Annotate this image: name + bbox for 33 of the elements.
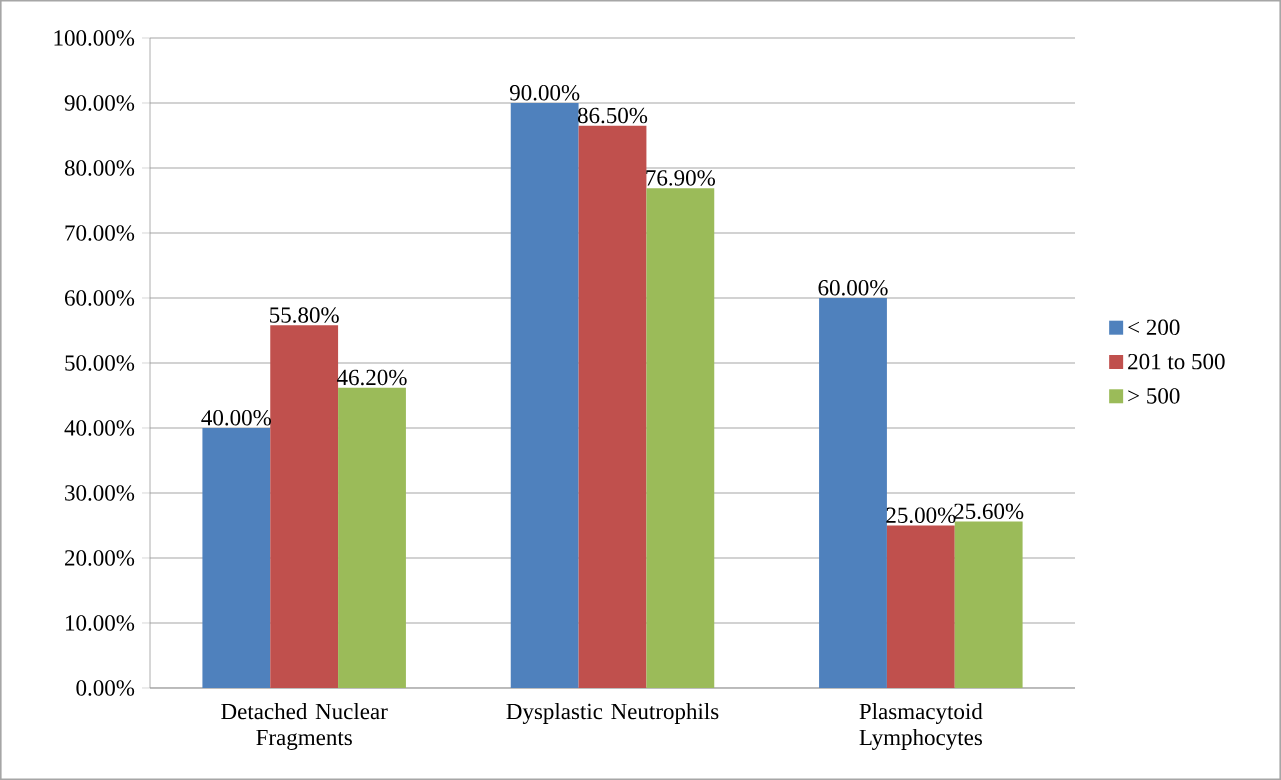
data-label: 76.90% (646, 170, 716, 186)
x-tick-label: Detached Nuclear Fragments (221, 703, 388, 750)
data-label: 86.50% (577, 107, 648, 124)
bar (954, 521, 1023, 688)
y-tick-label: 80.00% (64, 160, 135, 176)
y-tick-label: 70.00% (65, 225, 135, 241)
data-label: 90.00% (509, 84, 580, 101)
bar (646, 188, 715, 688)
x-tick-label: Dysplastic Neutrophils (506, 703, 719, 724)
y-tick-label: 30.00% (65, 485, 135, 501)
bar (338, 387, 406, 688)
y-tick-label: 20.00% (65, 550, 135, 566)
data-label: 40.00% (201, 409, 272, 426)
legend-label: < 200 (1128, 319, 1180, 336)
data-label: 25.60% (954, 503, 1024, 520)
y-tick-label: 10.00% (66, 615, 135, 631)
legend-label: 201 to 500 (1128, 353, 1225, 370)
y-tick-label: 40.00% (64, 420, 135, 436)
bar (578, 125, 647, 688)
y-tick-label: 90.00% (64, 95, 135, 111)
legend-label: > 500 (1128, 388, 1180, 404)
bar (510, 102, 579, 688)
y-tick-label: 50.00% (65, 355, 135, 371)
data-label: 55.80% (270, 307, 339, 323)
bar (270, 325, 339, 688)
bar (819, 297, 887, 688)
bar (202, 427, 271, 688)
bar (886, 525, 955, 688)
y-tick-label: 100.00% (54, 30, 135, 46)
y-tick-label: 60.00% (65, 290, 135, 306)
x-tick-label: Plasmacytoid Lymphocytes (859, 703, 983, 750)
data-label: 60.00% (818, 279, 888, 296)
y-tick-label: 0.00% (76, 680, 135, 696)
